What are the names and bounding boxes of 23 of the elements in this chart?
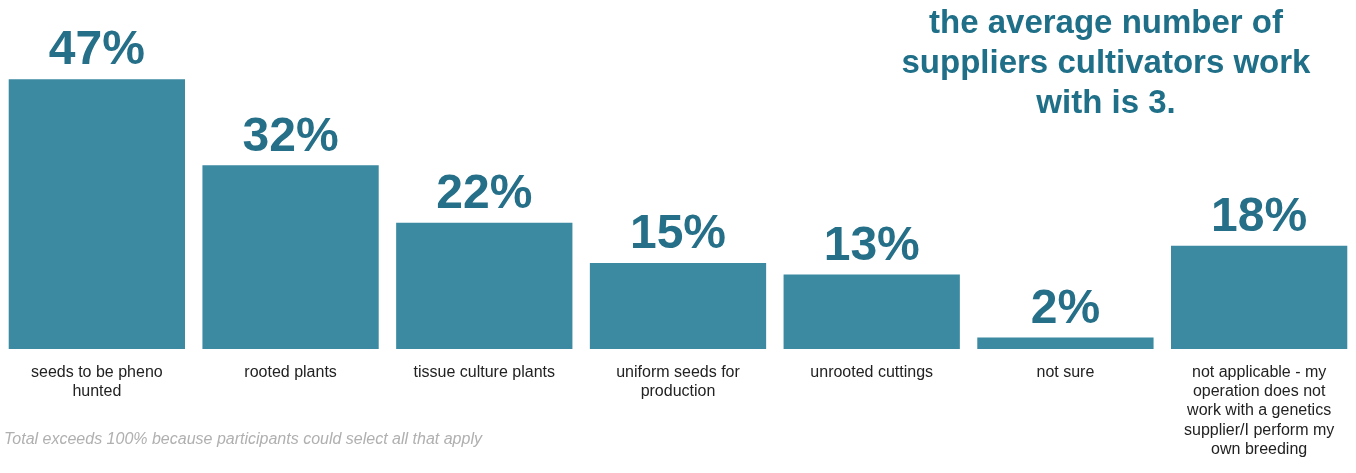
x-tick-label: not applicable - my operation does not work with a genetics supplier/I perform my own breeding: [1184, 363, 1335, 457]
x-tick-label: rooted plants: [244, 363, 337, 381]
data-label: 13%: [823, 216, 920, 270]
x-tick-label: seeds to be pheno hunted: [31, 363, 163, 400]
x-tick-label: uniform seeds for production: [616, 363, 741, 400]
data-label: 22%: [436, 164, 533, 218]
bar: [977, 337, 1154, 349]
bar: [8, 79, 185, 349]
text: Total exceeds 100% because participants could select all that apply: [4, 430, 482, 448]
data-label: 47%: [48, 21, 145, 75]
x-tick-label: tissue culture plants: [413, 363, 555, 381]
bar: [202, 165, 379, 349]
x-tick-label: not sure: [1036, 363, 1095, 381]
data-label: 2%: [1030, 279, 1101, 333]
data-label: 15%: [629, 205, 727, 259]
x-tick-label: unrooted cuttings: [810, 363, 934, 381]
data-label: 18%: [1211, 187, 1308, 241]
bar: [783, 274, 960, 349]
data-label: 32%: [242, 107, 339, 161]
bar: [396, 222, 573, 349]
bar: [589, 262, 767, 349]
chart-title: the average number of suppliers cultivators work with is 3.: [900, 2, 1312, 122]
bar: [1171, 245, 1348, 349]
